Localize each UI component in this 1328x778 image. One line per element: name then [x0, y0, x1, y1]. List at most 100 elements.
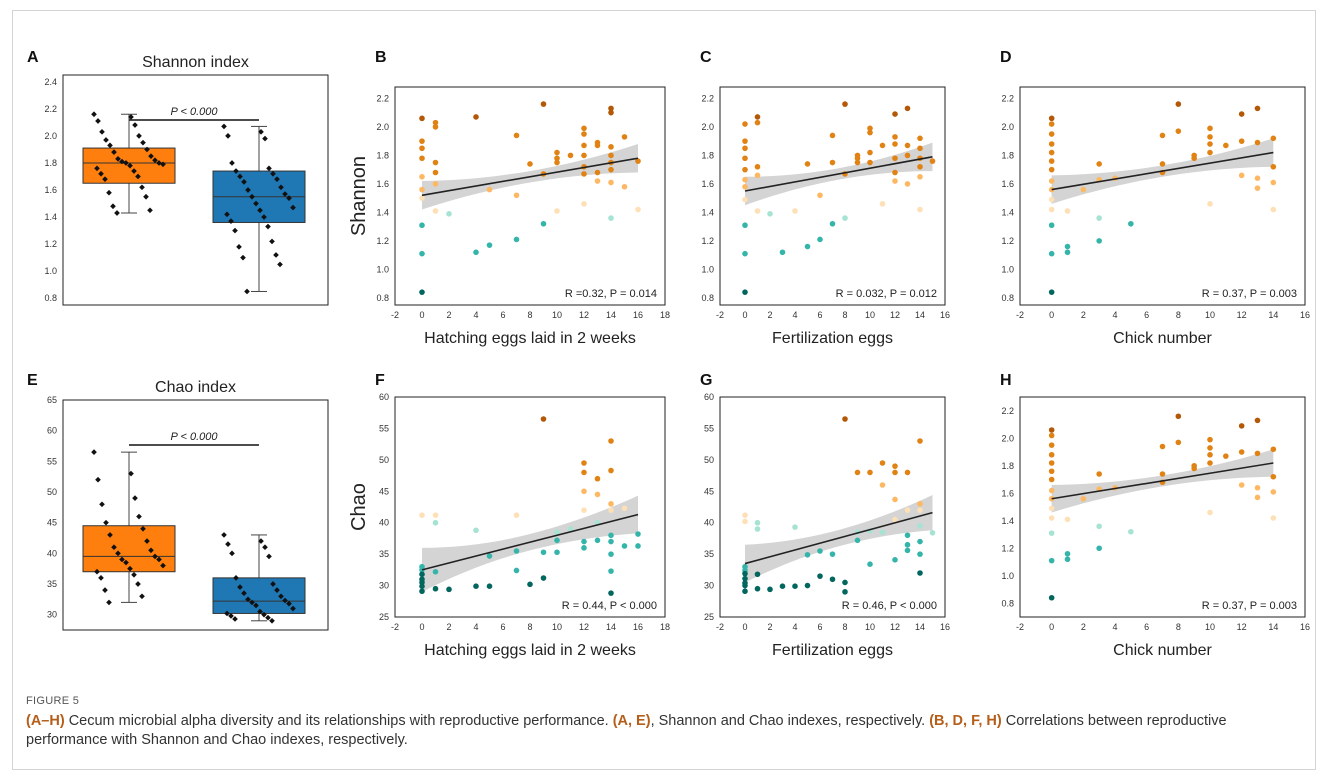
data-point	[581, 545, 587, 551]
data-point	[1048, 442, 1055, 448]
data-point	[879, 201, 886, 207]
y-tick-label: 30	[379, 581, 389, 591]
y-tick-label: 0.8	[701, 293, 714, 303]
data-point	[513, 548, 520, 554]
regression-line	[744, 156, 933, 192]
data-point	[1207, 509, 1213, 516]
data-point	[1048, 289, 1055, 295]
data-point	[486, 583, 493, 589]
data-point	[98, 575, 104, 581]
x-tick-label: 10	[552, 622, 562, 632]
x-tick-label: 4	[1112, 310, 1117, 320]
data-point	[419, 250, 425, 257]
caption-text-3: Correlations between reproductive perfor…	[26, 713, 1227, 748]
data-point	[131, 168, 137, 174]
data-point	[829, 132, 836, 139]
data-point	[143, 193, 149, 200]
caption-text-2: , Shannon and Chao indexes, respectively…	[650, 713, 930, 729]
data-point	[621, 134, 628, 140]
data-point	[249, 599, 255, 606]
data-point	[513, 236, 520, 243]
stat-annotation-g: R = 0.46, P < 0.000	[842, 600, 937, 612]
data-point	[879, 482, 886, 488]
y-tick-label: 1.2	[44, 239, 57, 249]
data-point	[106, 189, 112, 196]
data-point	[1064, 556, 1071, 563]
x-tick-label: 8	[527, 622, 532, 632]
data-point	[245, 187, 251, 193]
data-point	[829, 220, 836, 227]
x-tick-label: 14	[1268, 310, 1278, 320]
significance-label: P < 0.000	[171, 431, 219, 443]
data-point	[817, 548, 823, 554]
data-point	[282, 191, 288, 197]
data-point	[1128, 220, 1134, 227]
x-tick-label: 0	[742, 310, 747, 320]
data-point	[233, 168, 239, 174]
regression-line	[1051, 462, 1274, 500]
data-point	[917, 523, 923, 529]
x-tick-label: 8	[1176, 622, 1181, 632]
data-point	[1048, 206, 1055, 213]
data-point	[95, 476, 101, 483]
data-point	[135, 173, 141, 180]
x-tick-label: 2	[446, 622, 451, 632]
panel-label-d: D	[1000, 49, 1012, 66]
data-point	[1191, 465, 1197, 472]
data-point	[1270, 163, 1277, 170]
x-tick-label: 6	[1144, 622, 1149, 632]
y-tick-label: 1.8	[1001, 150, 1014, 160]
data-point	[554, 155, 560, 162]
data-point	[1175, 128, 1182, 134]
data-point	[779, 583, 786, 589]
data-point	[581, 152, 587, 159]
data-point	[804, 582, 811, 589]
data-point	[241, 590, 247, 597]
data-point	[94, 165, 100, 172]
x-tick-label: 14	[606, 310, 616, 320]
data-point	[1064, 516, 1071, 523]
data-point	[540, 549, 547, 556]
data-point	[1080, 186, 1087, 193]
data-point	[917, 501, 923, 507]
data-point	[114, 210, 120, 216]
data-point	[253, 200, 259, 207]
y-tick-label: 1.2	[1001, 543, 1014, 553]
data-point	[432, 119, 439, 126]
y-tick-label: 1.6	[1001, 488, 1014, 498]
data-point	[554, 149, 560, 156]
y-tick-label: 1.8	[44, 158, 57, 168]
data-point	[554, 159, 560, 166]
data-point	[221, 532, 227, 538]
x-tick-label: 6	[500, 310, 505, 320]
data-point	[594, 142, 601, 149]
y-tick-label: 1.4	[44, 212, 57, 222]
y-tick-label: 45	[704, 486, 714, 496]
y-tick-label: 50	[379, 455, 389, 465]
data-point	[608, 590, 614, 596]
data-point	[419, 583, 425, 589]
y-tick-label: 2.4	[44, 77, 57, 87]
data-point	[742, 176, 748, 183]
data-point	[917, 551, 923, 557]
y-tick-label: 2.0	[701, 122, 714, 132]
data-point	[594, 178, 601, 184]
data-point	[486, 242, 493, 248]
data-point	[103, 519, 109, 526]
data-point	[1080, 495, 1087, 502]
data-point	[754, 526, 761, 532]
data-point	[221, 123, 227, 130]
data-point	[1096, 545, 1102, 552]
y-tick-label: 1.0	[1001, 264, 1014, 274]
data-point	[1175, 439, 1182, 446]
data-point	[1048, 250, 1055, 257]
data-point	[1270, 206, 1277, 213]
panel-label-e: E	[27, 372, 38, 389]
data-point	[904, 532, 911, 539]
data-point	[742, 145, 748, 152]
data-point	[419, 222, 425, 229]
data-point	[115, 156, 121, 162]
data-point	[754, 585, 761, 592]
data-point	[123, 559, 129, 566]
data-point	[608, 215, 614, 221]
